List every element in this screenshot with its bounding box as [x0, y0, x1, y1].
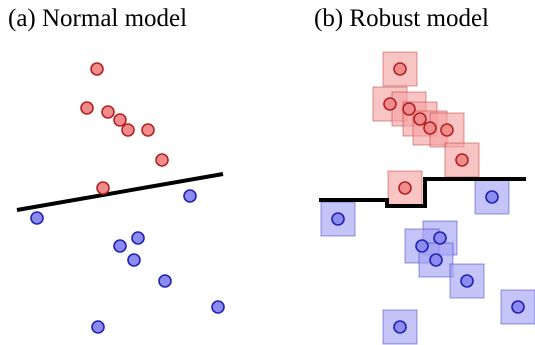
negative-point: [433, 231, 447, 245]
positive-point: [398, 181, 412, 195]
negative-point: [91, 320, 105, 334]
positive-point: [440, 123, 454, 137]
positive-point: [90, 62, 104, 76]
negative-point: [158, 274, 172, 288]
robust-model-plot: [319, 51, 535, 345]
negative-point: [429, 253, 443, 267]
negative-point: [211, 300, 225, 314]
positive-point: [121, 123, 135, 137]
negative-point: [393, 320, 407, 334]
normal-model-plot: [16, 62, 225, 334]
negative-point: [331, 212, 345, 226]
positive-point: [96, 181, 110, 195]
positive-point: [383, 97, 397, 111]
positive-point: [423, 121, 437, 135]
normal-model-title: (a) Normal model: [8, 5, 188, 32]
negative-point: [183, 189, 197, 203]
negative-point: [485, 190, 499, 204]
positive-point: [455, 153, 469, 167]
linear-decision-boundary: [16, 172, 224, 212]
negative-point: [113, 239, 127, 253]
robust-model-panel: (b) Robust model: [260, 0, 535, 345]
step-decision-boundary: [319, 177, 526, 208]
positive-point: [101, 105, 115, 119]
positive-point: [80, 101, 94, 115]
negative-point: [127, 253, 141, 267]
negative-point: [131, 231, 145, 245]
negative-point: [511, 300, 525, 314]
robust-model-title: (b) Robust model: [314, 5, 489, 32]
positive-point: [113, 113, 127, 127]
positive-point: [413, 112, 427, 126]
negative-point: [415, 239, 429, 253]
positive-point: [402, 102, 416, 116]
positive-point: [141, 123, 155, 137]
normal-model-panel: (a) Normal model: [0, 0, 260, 345]
positive-point: [393, 62, 407, 76]
negative-point: [460, 274, 474, 288]
negative-point: [30, 211, 44, 225]
positive-point: [155, 153, 169, 167]
